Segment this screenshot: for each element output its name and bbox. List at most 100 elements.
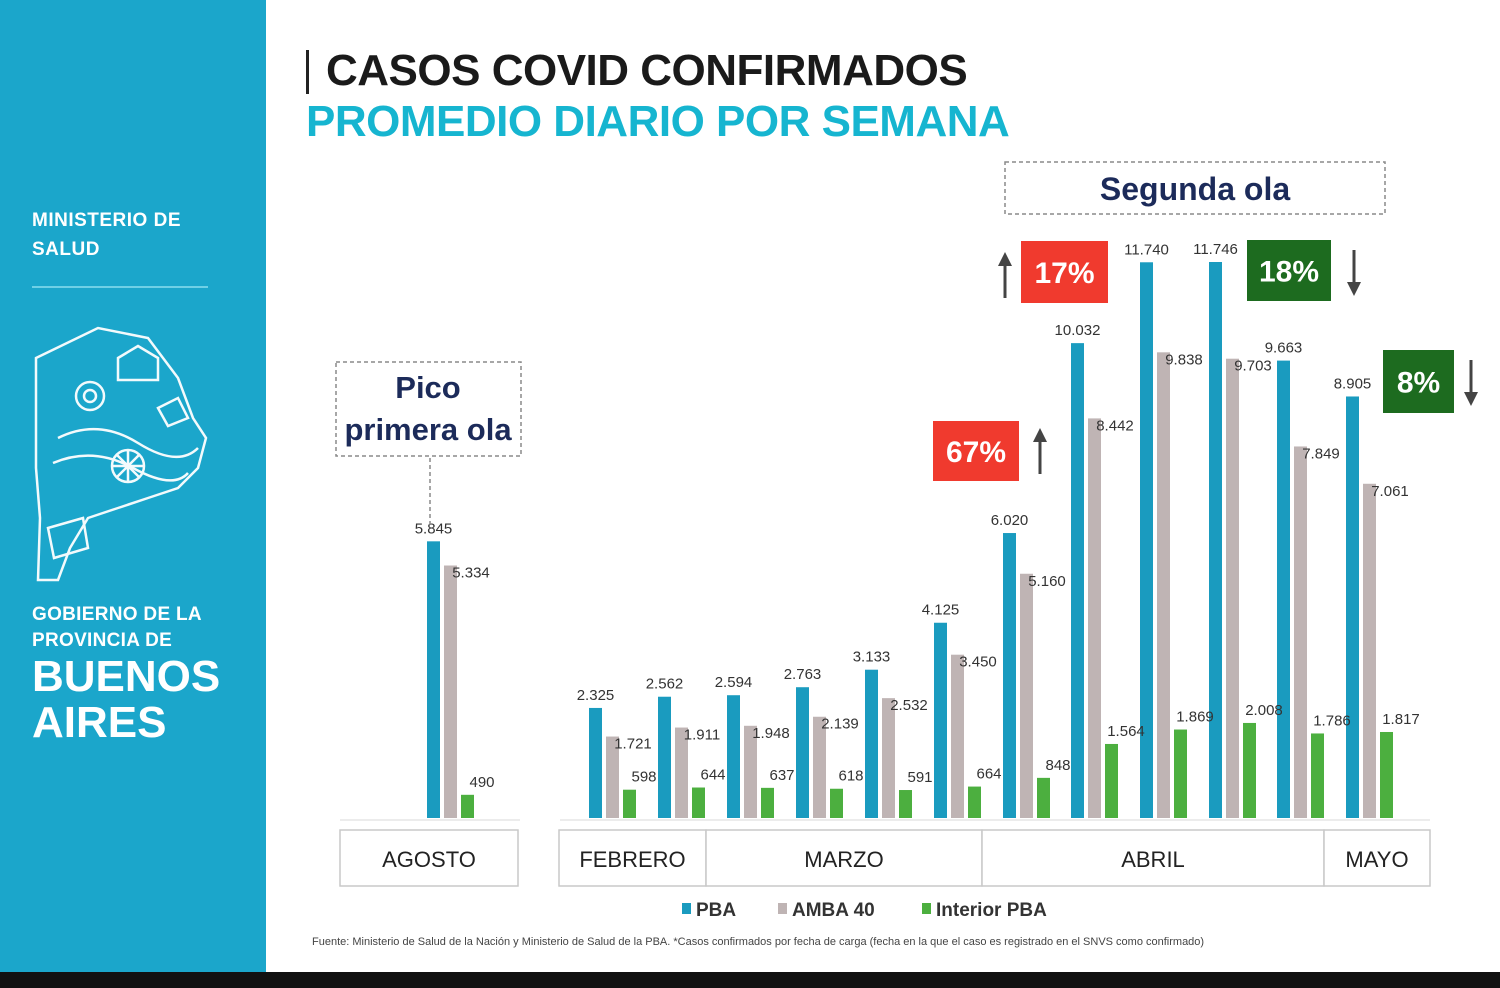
title-accent-bar <box>306 50 309 94</box>
month-label: ABRIL <box>1121 847 1185 872</box>
interior-value-label: 1.564 <box>1107 723 1145 740</box>
month-label: MAYO <box>1345 847 1408 872</box>
interior-bar <box>1380 731 1393 818</box>
change-badge-text: 67% <box>946 436 1006 469</box>
interior-value-label: 637 <box>769 767 794 784</box>
interior-value-label: 664 <box>976 766 1001 783</box>
pba-bar <box>1140 262 1153 818</box>
month-label: FEBRERO <box>579 847 685 872</box>
pba-value-label: 2.325 <box>577 687 615 704</box>
pba-value-label: 5.845 <box>415 520 453 537</box>
interior-bar <box>623 789 636 818</box>
gob-line1: GOBIERNO DE LA <box>32 604 202 625</box>
amba-value-label: 7.061 <box>1371 483 1409 500</box>
interior-value-label: 618 <box>838 768 863 785</box>
pba-value-label: 3.133 <box>853 649 891 666</box>
legend-swatch <box>922 903 931 914</box>
change-badge-text: 18% <box>1259 256 1319 289</box>
amba-bar <box>1157 352 1170 818</box>
province-name: BUENOS AIRES <box>32 652 221 747</box>
month-box <box>1323 829 1431 887</box>
pba-bar <box>796 687 809 818</box>
segunda-label: Segunda ola <box>1100 171 1290 207</box>
month-box <box>339 829 519 887</box>
pba-value-label: 8.905 <box>1334 375 1372 392</box>
change-badge <box>1383 350 1454 413</box>
pba-bar <box>427 541 440 818</box>
pba-value-label: 10.032 <box>1055 322 1101 339</box>
interior-value-label: 644 <box>700 767 725 784</box>
month-label: MARZO <box>804 847 883 872</box>
amba-value-label: 3.450 <box>959 654 997 671</box>
amba-bar <box>1020 573 1033 818</box>
pba-value-label: 2.562 <box>646 676 684 693</box>
interior-bar <box>761 787 774 818</box>
month-label: AGOSTO <box>382 847 476 872</box>
change-badge <box>933 421 1019 481</box>
pba-bar <box>658 696 671 818</box>
interior-value-label: 1.869 <box>1176 709 1214 726</box>
amba-bar <box>1226 358 1239 818</box>
pba-value-label: 2.763 <box>784 666 822 683</box>
pico-line2: primera ola <box>344 412 512 447</box>
legend-label: Interior PBA <box>936 900 1047 921</box>
pba-value-label: 9.663 <box>1265 340 1303 357</box>
amba-value-label: 1.721 <box>614 736 652 753</box>
amba-value-label: 8.442 <box>1096 417 1134 434</box>
pba-bar <box>934 622 947 818</box>
month-box <box>558 829 707 887</box>
pba-bar <box>727 695 740 818</box>
interior-value-label: 591 <box>907 769 932 786</box>
government-label: GOBIERNO DE LA PROVINCIA DE <box>32 602 242 654</box>
down-arrow-head-icon <box>1347 282 1361 296</box>
interior-value-label: 2.008 <box>1245 702 1283 719</box>
pico-line1: Pico <box>395 370 460 405</box>
province-map-logo <box>34 326 208 582</box>
amba-value-label: 2.532 <box>890 697 928 714</box>
up-arrow-head-icon <box>1033 428 1047 442</box>
change-badge-text: 17% <box>1034 257 1094 290</box>
interior-bar <box>1174 729 1187 818</box>
amba-bar <box>951 654 964 818</box>
amba-bar <box>882 698 895 818</box>
bar-chart: 5.845 2.325 2.562 2.594 2.763 3.133 4.125 6.020… <box>335 161 1478 921</box>
interior-bar <box>899 790 912 818</box>
source-footnote: Fuente: Ministerio de Salud de la Nación… <box>312 936 1205 948</box>
amba-bar <box>444 565 457 818</box>
pico-box <box>335 361 522 457</box>
interior-bar <box>830 788 843 818</box>
chart-subtitle: PROMEDIO DIARIO POR SEMANA <box>306 97 1010 146</box>
month-box <box>705 829 983 887</box>
sidebar: MINISTERIO DE SALUD GOBIERNO DE LA PROVI… <box>0 0 266 972</box>
amba-value-label: 9.838 <box>1165 351 1203 368</box>
interior-value-label: 1.786 <box>1313 712 1351 729</box>
amba-bar <box>606 736 619 818</box>
chart-title: CASOS COVID CONFIRMADOS <box>326 46 968 95</box>
pba-bar <box>1071 343 1084 818</box>
amba-value-label: 9.703 <box>1234 358 1272 375</box>
amba-bar <box>675 727 688 818</box>
pba-bar <box>1346 396 1359 818</box>
legend-label: AMBA 40 <box>792 900 875 921</box>
ministry-label: MINISTERIO DE SALUD <box>32 210 182 260</box>
amba-bar <box>744 725 757 818</box>
amba-bar <box>1363 483 1376 818</box>
pba-value-label: 2.594 <box>715 674 753 691</box>
amba-value-label: 1.911 <box>684 727 720 744</box>
amba-value-label: 2.139 <box>821 716 859 733</box>
amba-value-label: 5.160 <box>1028 573 1066 590</box>
interior-bar <box>1311 733 1324 818</box>
legend-swatch <box>682 903 691 914</box>
interior-value-label: 490 <box>469 774 494 791</box>
interior-bar <box>1243 722 1256 818</box>
pba-value-label: 11.740 <box>1124 241 1169 258</box>
pba-value-label: 4.125 <box>922 602 960 619</box>
segunda-box <box>1004 161 1386 215</box>
bottom-bar <box>0 972 1500 988</box>
pba-value-label: 11.746 <box>1193 241 1238 258</box>
interior-value-label: 598 <box>631 769 656 786</box>
up-arrow-head-icon <box>998 252 1012 266</box>
pba-bar <box>865 669 878 818</box>
interior-value-label: 848 <box>1045 757 1070 774</box>
month-box <box>981 829 1325 887</box>
